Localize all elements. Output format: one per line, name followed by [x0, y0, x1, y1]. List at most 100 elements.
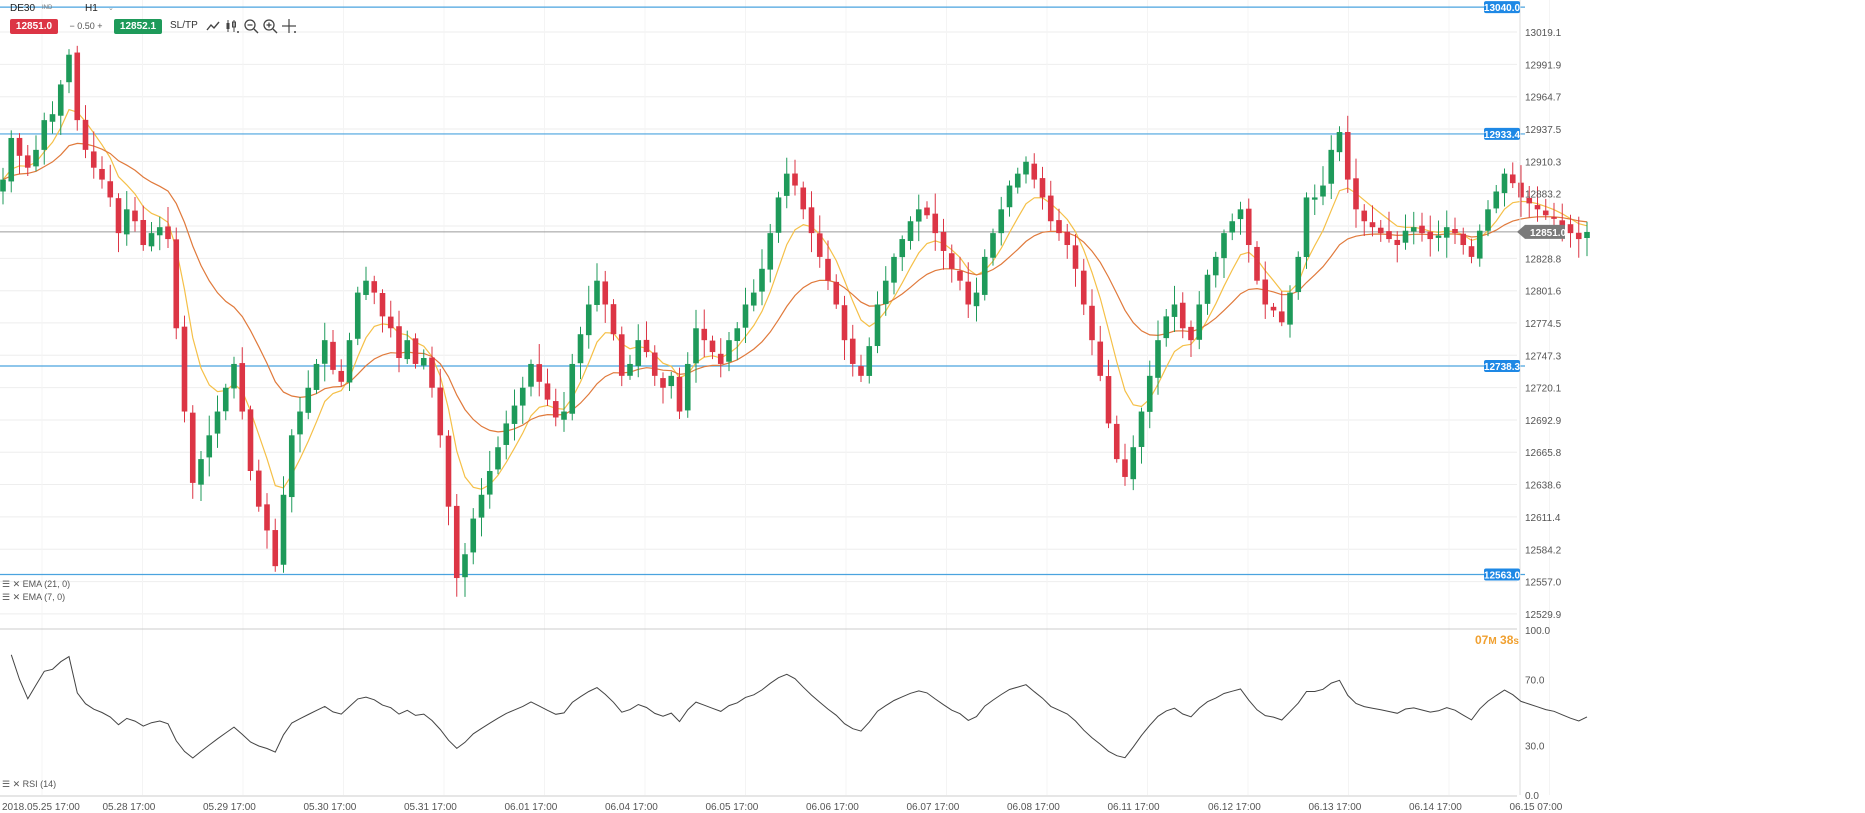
sl-tp-button[interactable]: SL/TP — [170, 20, 198, 31]
crosshair-icon[interactable] — [281, 18, 297, 34]
chevron-down-icon[interactable]: ⌄ — [108, 5, 114, 12]
countdown-minutes: 07 — [1475, 633, 1489, 647]
candle-body — [1105, 376, 1112, 424]
rsi-tick-label: 30.0 — [1525, 742, 1545, 753]
candle-body — [1361, 210, 1368, 222]
candle-body — [1377, 227, 1384, 234]
menu-icon[interactable]: ☰ — [2, 579, 11, 589]
rsi-tick-label: 0.0 — [1525, 791, 1539, 802]
candle-body — [1113, 423, 1120, 460]
close-icon[interactable]: ✕ — [12, 579, 21, 589]
candle-body — [709, 340, 716, 353]
current-price-label: 12851.0 — [1530, 228, 1567, 239]
timeframe-select[interactable]: H1 — [85, 3, 98, 14]
candle-body — [1518, 182, 1524, 198]
time-tick-label: 06.04 17:00 — [605, 802, 658, 813]
candlestick-icon[interactable] — [224, 18, 240, 34]
candle-body — [660, 378, 666, 388]
candle-body — [1270, 306, 1277, 311]
rsi-line — [10, 654, 1588, 759]
volume-value[interactable]: 0.50 — [77, 21, 95, 31]
menu-icon[interactable]: ☰ — [2, 592, 11, 602]
time-tick-label: 06.12 17:00 — [1208, 802, 1261, 813]
candle-body — [940, 231, 947, 251]
level-line-tag[interactable] — [1484, 1, 1520, 14]
candle-body — [981, 256, 988, 295]
candle-body — [1369, 222, 1376, 228]
candle-body — [346, 340, 353, 383]
zoom-in-icon[interactable] — [262, 18, 278, 34]
candle-body — [198, 459, 204, 485]
candle-body — [363, 280, 369, 295]
candle-body — [1245, 208, 1252, 246]
countdown-seconds-unit: s — [1513, 636, 1519, 647]
symbol-label[interactable]: DE30 — [10, 3, 36, 14]
candle-body — [214, 411, 221, 434]
buy-button[interactable]: 12852.1 — [114, 19, 162, 34]
candle-body — [1229, 221, 1236, 233]
close-icon[interactable]: ✕ — [12, 592, 21, 602]
candle-body — [668, 375, 675, 387]
time-tick-label: 06.05 17:00 — [706, 802, 759, 813]
volume-stepper[interactable]: − 0.50 + — [60, 19, 112, 34]
ema21-legend[interactable]: ☰ ✕ EMA (21, 0) — [2, 579, 70, 590]
candle-body — [891, 256, 897, 283]
menu-icon[interactable]: ☰ — [2, 779, 11, 789]
ema-lines — [2, 108, 1588, 490]
candle-body — [429, 357, 435, 388]
price-tick-label: 12801.6 — [1525, 287, 1562, 298]
candle-body — [1328, 149, 1335, 184]
candle-body — [544, 383, 551, 400]
level-line-tag[interactable] — [1484, 359, 1520, 372]
candle-body — [206, 435, 213, 458]
candle-body — [486, 471, 493, 495]
rsi-legend[interactable]: ☰ ✕ RSI (14) — [2, 779, 56, 790]
price-tick-label: 12991.9 — [1525, 60, 1562, 71]
candle-body — [841, 305, 848, 341]
candle-body — [701, 328, 708, 341]
candle-body — [948, 253, 955, 269]
line-chart-icon[interactable] — [205, 18, 221, 34]
countdown-seconds: 38 — [1500, 633, 1514, 647]
candle-body — [1551, 217, 1557, 219]
candle-body — [602, 281, 609, 305]
minus-icon[interactable]: − — [69, 21, 75, 31]
candle-body — [1056, 220, 1062, 234]
time-tick-label: 06.11 17:00 — [1108, 802, 1161, 813]
ema7-line — [2, 108, 1588, 490]
candle-body — [1122, 459, 1128, 477]
zoom-out-icon[interactable] — [243, 18, 259, 34]
sell-button[interactable]: 12851.0 — [10, 19, 58, 34]
close-icon[interactable]: ✕ — [12, 779, 21, 789]
price-tick-label: 12665.8 — [1525, 448, 1562, 459]
candle-body — [684, 363, 691, 411]
rsi-panel: 100.0 70.0 30.0 0.0 — [0, 626, 1588, 802]
ema7-legend[interactable]: ☰ ✕ EMA (7, 0) — [2, 592, 65, 603]
candle-body — [973, 292, 980, 307]
candle-body — [882, 280, 889, 305]
candle-body — [462, 554, 468, 578]
candle-body — [965, 281, 972, 305]
candle-body — [107, 181, 114, 198]
candle-body — [651, 352, 658, 376]
plus-icon[interactable]: + — [97, 21, 103, 31]
level-line-tag[interactable] — [1484, 568, 1520, 581]
level-line-tag[interactable] — [1484, 127, 1520, 140]
symbol-sub-label: IND — [42, 5, 53, 11]
candle-body — [676, 376, 683, 412]
candle-body — [247, 409, 254, 471]
time-axis: 2018.05.25 17:00 05.28 17:00 05.29 17:00 05… — [0, 795, 1563, 813]
candle-body — [1204, 274, 1211, 304]
candle-body — [445, 435, 452, 507]
candle-body — [1295, 256, 1302, 293]
candle-body — [1344, 131, 1351, 180]
time-tick-label: 2018.05.25 17:00 — [2, 802, 80, 813]
candle-body — [915, 209, 922, 222]
candle-body — [1410, 227, 1417, 232]
candle-body — [66, 54, 72, 83]
rsi-tick-label: 70.0 — [1525, 676, 1545, 687]
candle-body — [33, 149, 39, 167]
candles — [0, 45, 1590, 597]
candle-body — [816, 233, 823, 257]
